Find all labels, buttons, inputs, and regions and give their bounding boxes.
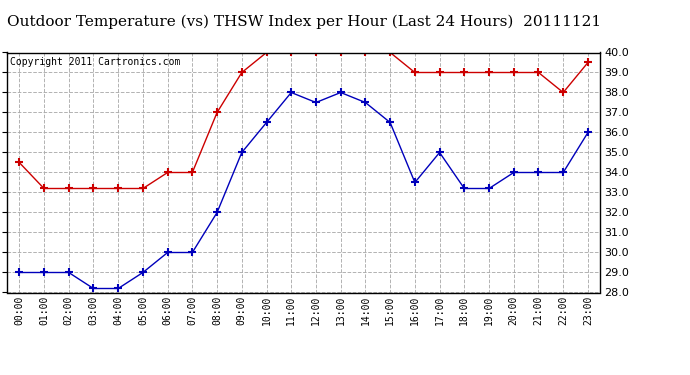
Text: Copyright 2011 Cartronics.com: Copyright 2011 Cartronics.com: [10, 57, 180, 67]
Text: Outdoor Temperature (vs) THSW Index per Hour (Last 24 Hours)  20111121: Outdoor Temperature (vs) THSW Index per …: [6, 15, 601, 29]
